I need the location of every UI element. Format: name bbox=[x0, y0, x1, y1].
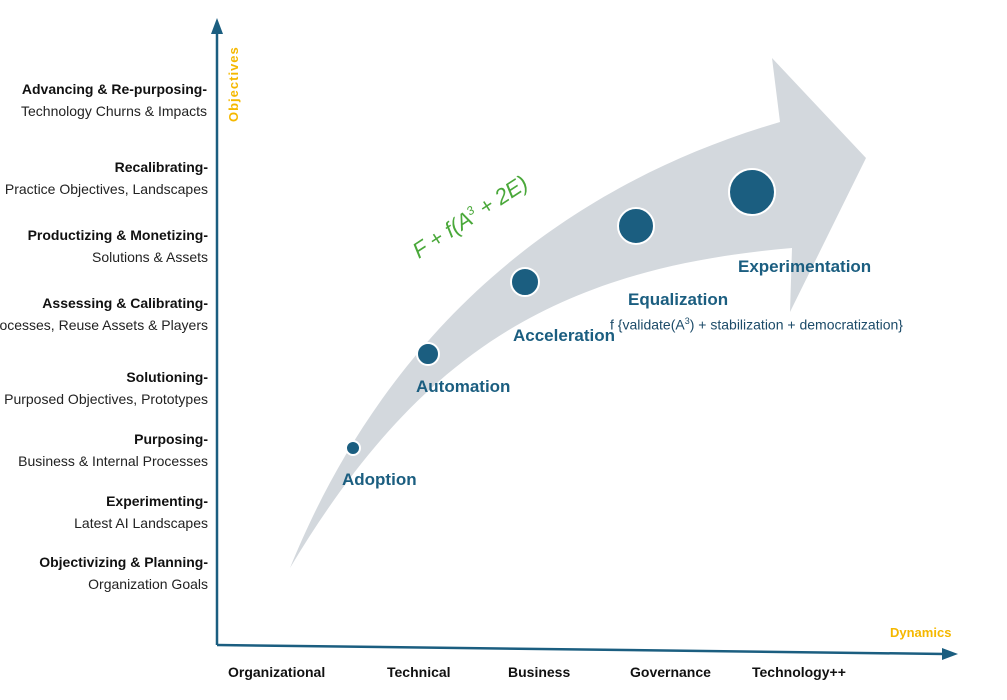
equalization-formula-suffix: ) + stabilization + democratization} bbox=[689, 316, 903, 333]
y-level-title: Advancing & Re-purposing- bbox=[21, 81, 207, 97]
y-level-sub: Business & Internal Processes bbox=[18, 453, 208, 469]
stage-label-experimentation: Experimentation bbox=[738, 257, 872, 276]
y-level-sub: Technology Churns & Impacts bbox=[21, 103, 207, 119]
x-level-technology: Technology++ bbox=[752, 664, 846, 680]
stage-label-acceleration: Acceleration bbox=[513, 326, 616, 345]
y-level-objectivizing: Objectivizing & Planning- Organization G… bbox=[0, 551, 208, 595]
y-axis-title: Objectives bbox=[226, 46, 241, 122]
y-level-title: Productizing & Monetizing- bbox=[27, 227, 208, 243]
x-level-organizational: Organizational bbox=[228, 664, 326, 680]
stage-dot-acceleration bbox=[510, 267, 540, 297]
y-level-title: Recalibrating- bbox=[114, 159, 208, 175]
stage-dot-equalization bbox=[617, 207, 655, 245]
equalization-formula-prefix: f {validate(A bbox=[610, 316, 685, 333]
y-level-title: Purposing- bbox=[134, 431, 208, 447]
y-level-sub: Latest AI Landscapes bbox=[74, 515, 208, 531]
y-level-title: Solutioning- bbox=[126, 369, 208, 385]
y-level-title: Assessing & Calibrating- bbox=[42, 295, 208, 311]
stage-dot-experimentation bbox=[728, 168, 776, 216]
y-level-purposing: Purposing- Business & Internal Processes bbox=[0, 428, 208, 472]
equalization-formula-sup: 3 bbox=[684, 316, 690, 326]
y-level-solutioning: Solutioning- Purposed Objectives, Protot… bbox=[0, 366, 208, 410]
stage-label-adoption: Adoption bbox=[342, 470, 417, 489]
y-level-recalibrating: Recalibrating- Practice Objectives, Land… bbox=[0, 156, 208, 200]
y-level-title: Experimenting- bbox=[106, 493, 208, 509]
stage-dot-adoption bbox=[345, 440, 361, 456]
x-axis bbox=[216, 643, 946, 656]
y-level-title: Objectivizing & Planning- bbox=[39, 554, 208, 570]
x-axis-arrowhead bbox=[942, 648, 958, 660]
y-level-sub: Practice Objectives, Landscapes bbox=[4, 181, 208, 197]
y-level-productizing: Productizing & Monetizing- Solutions & A… bbox=[0, 224, 208, 268]
stage-label-equalization: Equalization bbox=[628, 290, 729, 309]
y-level-sub: Processes, Reuse Assets & Players bbox=[0, 317, 208, 333]
x-level-governance: Governance bbox=[630, 664, 711, 680]
x-axis-title: Dynamics bbox=[890, 625, 952, 640]
stage-label-automation: Automation bbox=[416, 377, 511, 396]
y-axis-arrowhead bbox=[211, 18, 223, 34]
stage-dot-automation bbox=[416, 342, 440, 366]
y-level-sub: Purposed Objectives, Prototypes bbox=[4, 391, 208, 407]
y-level-assessing: Assessing & Calibrating- Processes, Reus… bbox=[0, 292, 208, 336]
y-level-experimenting: Experimenting- Latest AI Landscapes bbox=[0, 490, 208, 534]
y-level-sub: Solutions & Assets bbox=[92, 249, 208, 265]
y-level-advancing: Advancing & Re-purposing- Technology Chu… bbox=[0, 78, 207, 122]
x-level-business: Business bbox=[508, 664, 571, 680]
y-level-sub: Organization Goals bbox=[88, 576, 208, 592]
growth-arrow bbox=[290, 58, 866, 568]
x-level-technical: Technical bbox=[387, 664, 451, 680]
equalization-formula: f {validate(A3) + stabilization + democr… bbox=[610, 316, 903, 333]
